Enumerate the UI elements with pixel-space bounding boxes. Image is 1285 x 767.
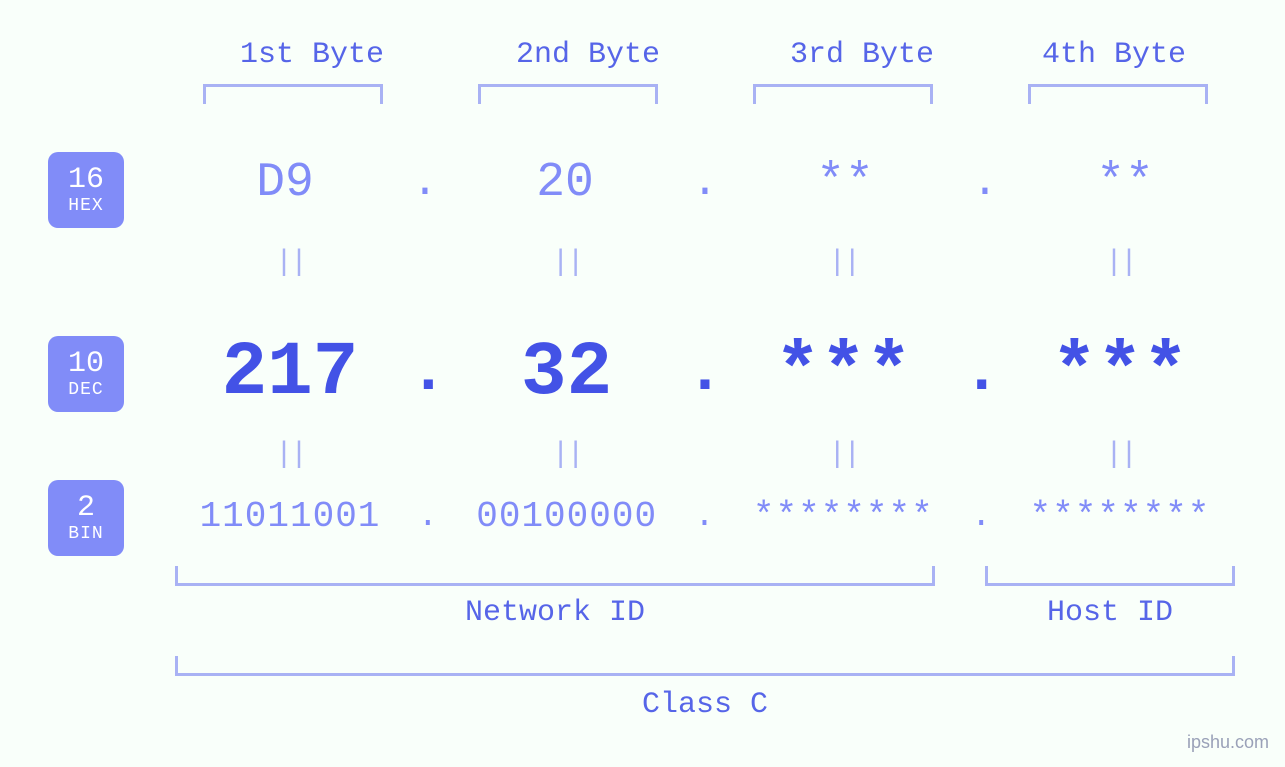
hex-byte3: ** xyxy=(735,156,955,210)
bin-dot1: . xyxy=(413,498,443,536)
dec-dot3: . xyxy=(962,337,1002,409)
bin-badge: 2 BIN xyxy=(48,480,124,556)
dec-base-label: DEC xyxy=(48,381,124,401)
eq-2-4: || xyxy=(1005,438,1235,472)
eq-1-4: || xyxy=(1005,246,1235,280)
byte2-header: 2nd Byte xyxy=(516,38,660,72)
equals-row-dec-bin: || || || || xyxy=(175,438,1235,472)
dec-byte1: 217 xyxy=(175,330,405,416)
bin-row: 11011001 . 00100000 . ******** . *******… xyxy=(175,496,1235,537)
byte4-top-bracket xyxy=(1028,84,1208,104)
eq-1-2: || xyxy=(452,246,682,280)
byte3-top-bracket xyxy=(753,84,933,104)
dec-byte3: *** xyxy=(728,330,958,416)
bin-byte2: 00100000 xyxy=(452,496,682,537)
dec-row: 217 . 32 . *** . *** xyxy=(175,330,1235,416)
eq-2-3: || xyxy=(728,438,958,472)
hex-byte2: 20 xyxy=(455,156,675,210)
bin-base-number: 2 xyxy=(48,492,124,525)
dec-badge: 10 DEC xyxy=(48,336,124,412)
byte1-top-bracket xyxy=(203,84,383,104)
dec-base-number: 10 xyxy=(48,348,124,381)
byte3-header: 3rd Byte xyxy=(790,38,934,72)
network-id-label: Network ID xyxy=(175,596,935,630)
hex-byte1: D9 xyxy=(175,156,395,210)
byte4-header: 4th Byte xyxy=(1042,38,1186,72)
hex-byte4: ** xyxy=(1015,156,1235,210)
bin-byte1: 11011001 xyxy=(175,496,405,537)
hex-dot2: . xyxy=(685,158,725,208)
bin-byte4: ******** xyxy=(1005,496,1235,537)
bin-base-label: BIN xyxy=(48,525,124,545)
host-id-bracket xyxy=(985,566,1235,586)
dec-byte4: *** xyxy=(1005,330,1235,416)
hex-row: D9 . 20 . ** . ** xyxy=(175,156,1235,210)
dec-byte2: 32 xyxy=(452,330,682,416)
network-id-bracket xyxy=(175,566,935,586)
watermark: ipshu.com xyxy=(1187,732,1269,753)
byte1-header: 1st Byte xyxy=(240,38,384,72)
class-label: Class C xyxy=(175,688,1235,722)
hex-dot3: . xyxy=(965,158,1005,208)
host-id-label: Host ID xyxy=(985,596,1235,630)
hex-base-label: HEX xyxy=(48,197,124,217)
bin-byte3: ******** xyxy=(728,496,958,537)
ip-bytes-diagram: 1st Byte 2nd Byte 3rd Byte 4th Byte 16 H… xyxy=(0,0,1285,767)
byte2-top-bracket xyxy=(478,84,658,104)
eq-1-1: || xyxy=(175,246,405,280)
eq-1-3: || xyxy=(728,246,958,280)
eq-2-2: || xyxy=(452,438,682,472)
bin-dot2: . xyxy=(690,498,720,536)
dec-dot1: . xyxy=(408,337,448,409)
bin-dot3: . xyxy=(967,498,997,536)
hex-base-number: 16 xyxy=(48,164,124,197)
hex-dot1: . xyxy=(405,158,445,208)
dec-dot2: . xyxy=(685,337,725,409)
class-bracket xyxy=(175,656,1235,676)
hex-badge: 16 HEX xyxy=(48,152,124,228)
eq-2-1: || xyxy=(175,438,405,472)
equals-row-hex-dec: || || || || xyxy=(175,246,1235,280)
